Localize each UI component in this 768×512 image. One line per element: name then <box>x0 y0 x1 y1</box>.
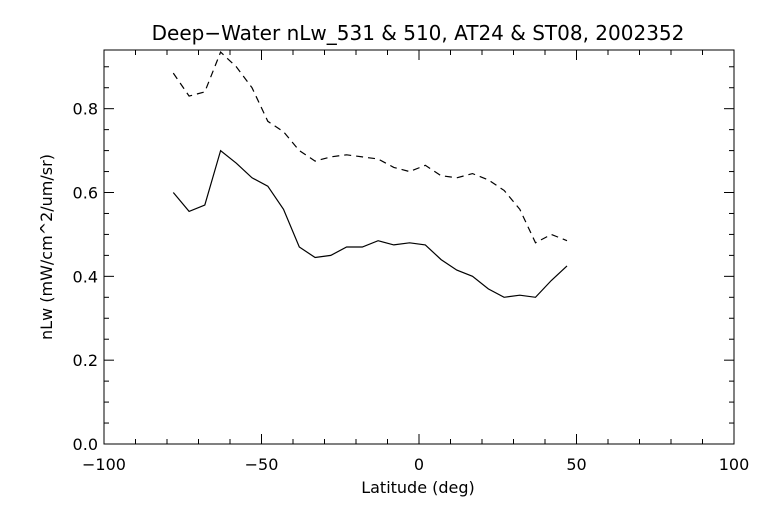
series-line-dashed <box>172 51 568 244</box>
series-line-solid <box>172 149 568 298</box>
x-axis-label: Latitude (deg) <box>361 478 475 497</box>
y-tick-label: 0.4 <box>73 267 98 286</box>
y-tick-label: 0.8 <box>73 100 98 119</box>
y-axis: 0.0 0.2 0.4 0.6 0.8 <box>73 66 734 454</box>
y-tick-label: 0.0 <box>73 435 98 454</box>
x-tick-label: −100 <box>82 455 126 474</box>
x-tick-label: 0 <box>414 455 424 474</box>
y-tick-label: 0.6 <box>73 184 98 203</box>
x-axis: −100 −50 0 50 100 <box>82 50 749 474</box>
chart-title: Deep−Water nLw_531 & 510, AT24 & ST08, 2… <box>152 21 685 45</box>
y-tick-label: 0.2 <box>73 351 98 370</box>
x-tick-label: −50 <box>245 455 279 474</box>
plot-frame <box>103 49 735 445</box>
series-group <box>172 51 568 298</box>
x-tick-label: 50 <box>566 455 586 474</box>
x-tick-label: 100 <box>719 455 750 474</box>
y-axis-label: nLw (mW/cm^2/um/sr) <box>37 154 56 340</box>
